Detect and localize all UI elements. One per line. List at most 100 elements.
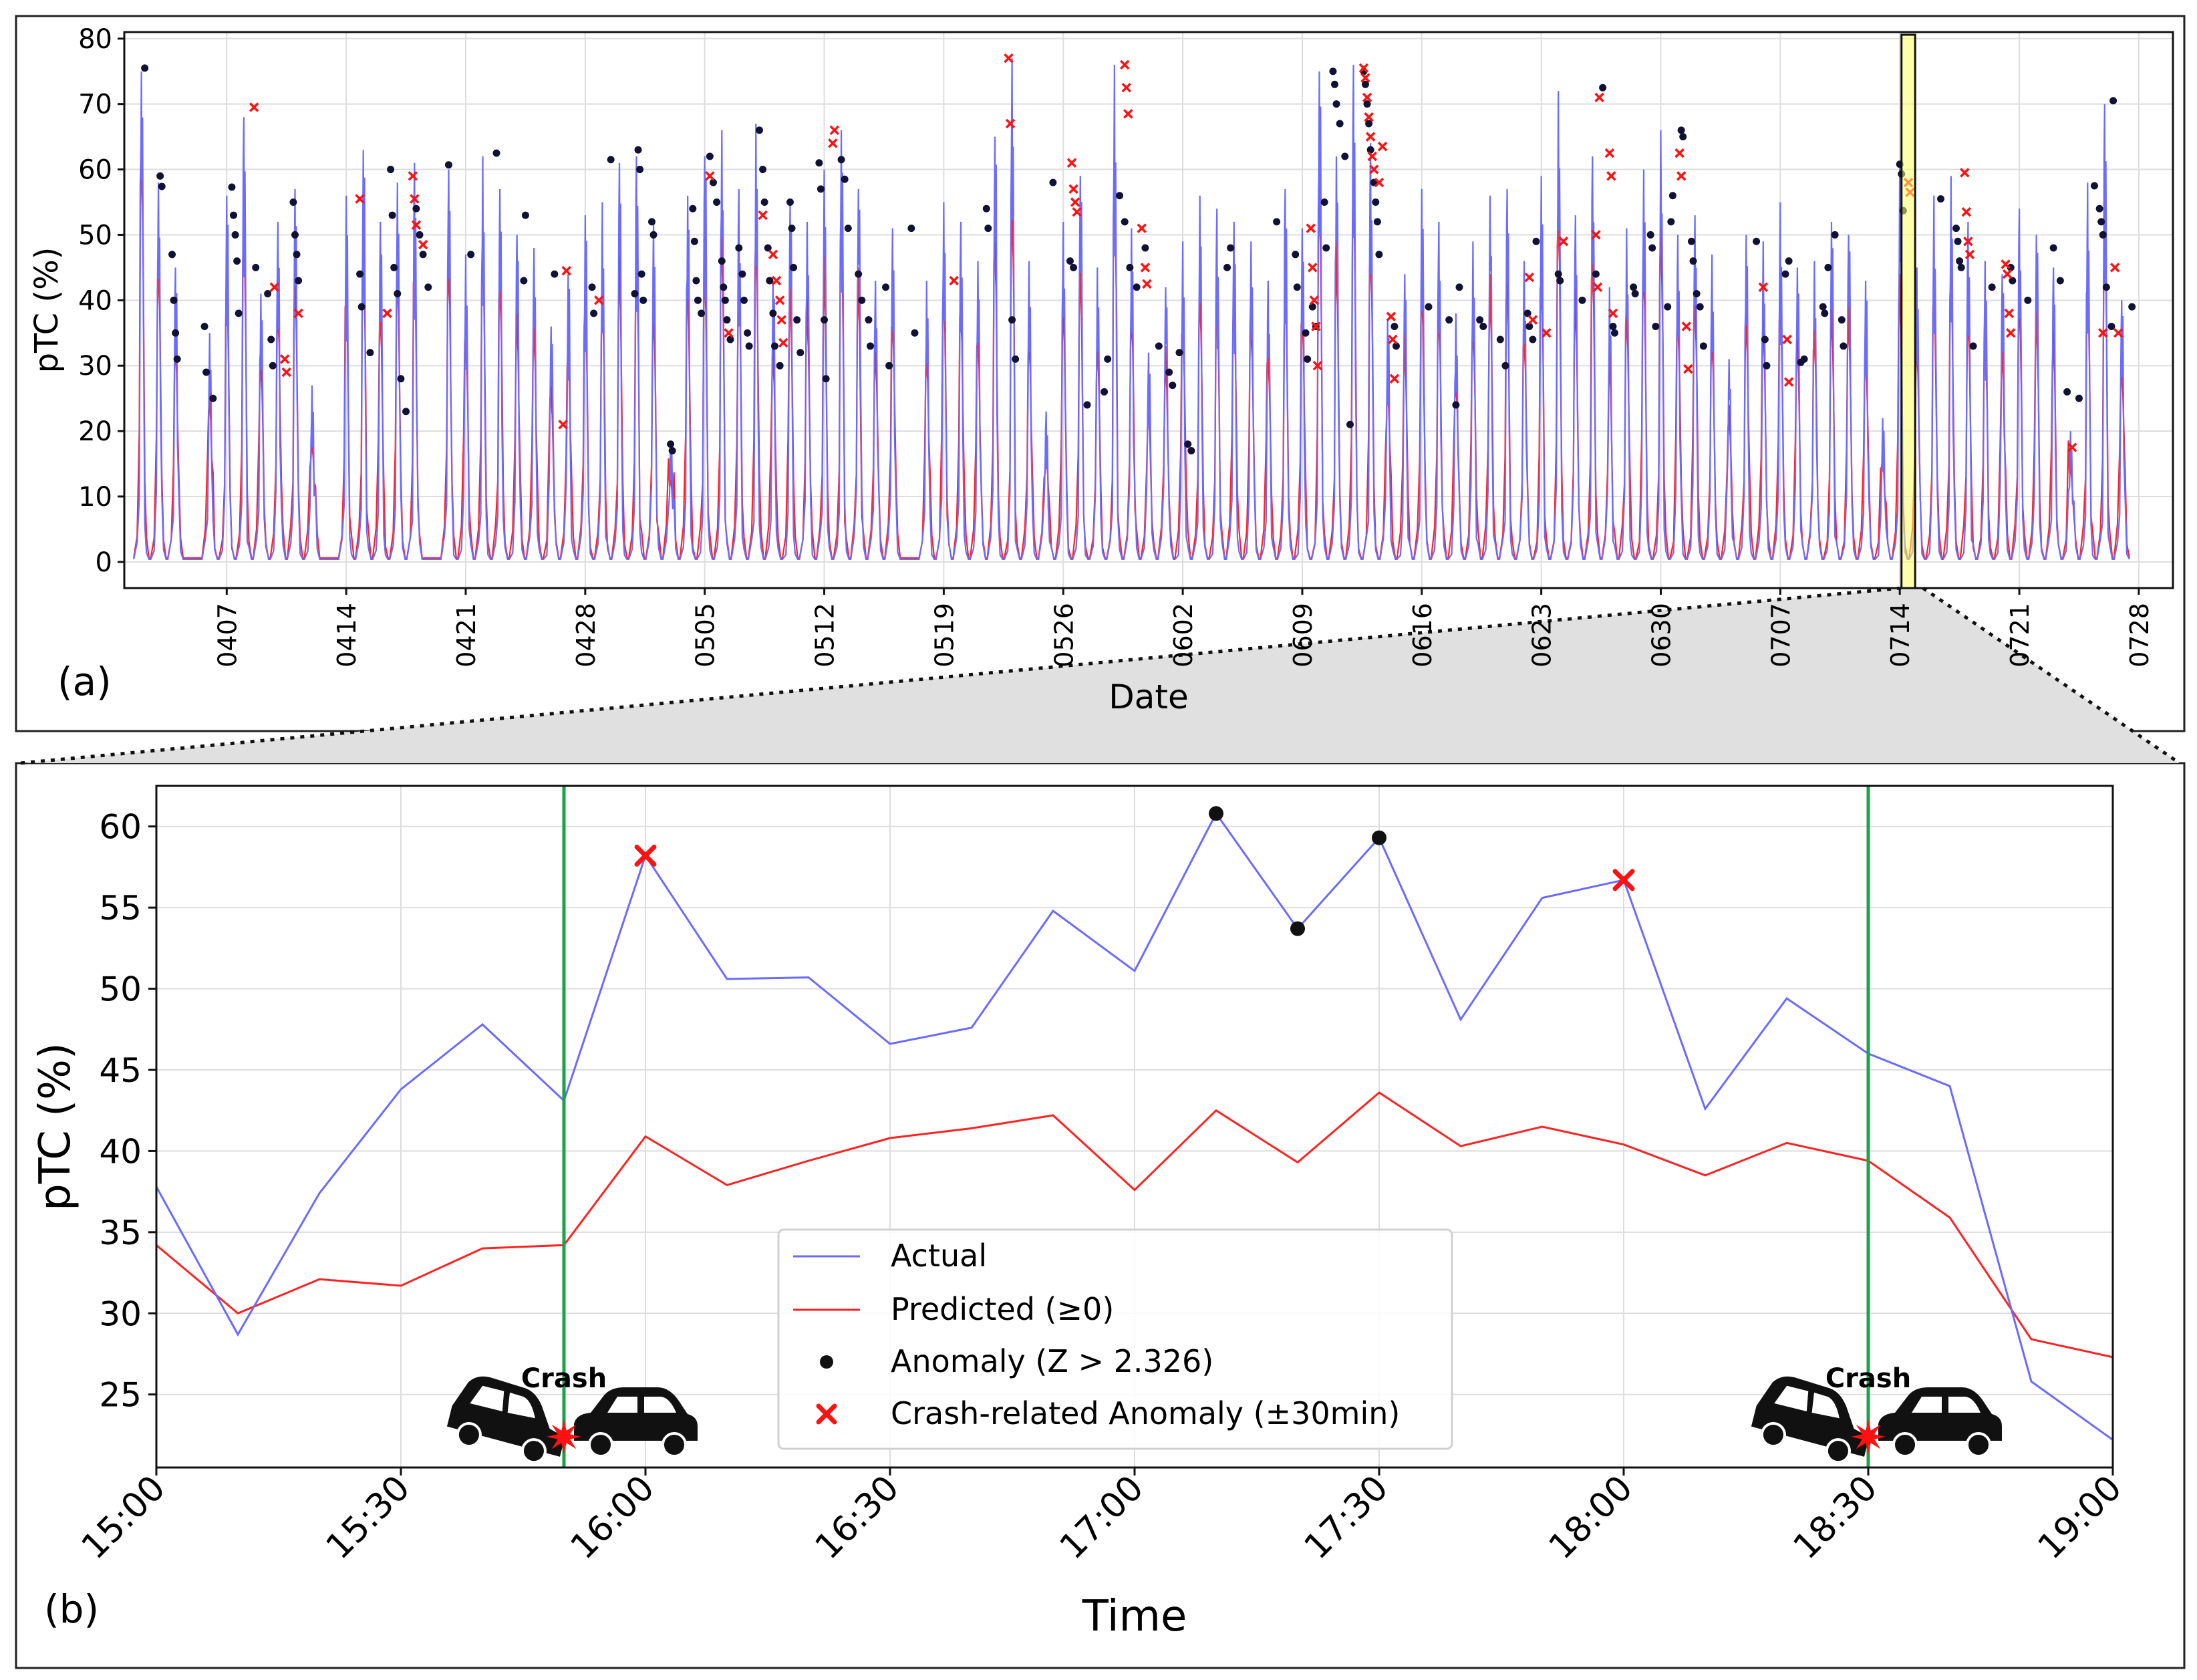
panel-a-anomaly-point xyxy=(786,198,794,206)
panel-a-anomaly-point xyxy=(1452,401,1460,409)
panel-a-anomaly-point xyxy=(1336,120,1344,128)
car-left-wheel xyxy=(1760,1422,1786,1448)
panel-a-crash-anomaly-stroke xyxy=(2098,328,2108,338)
panel-a-anomaly-point xyxy=(366,349,374,357)
car-icon-left xyxy=(446,1376,563,1464)
panel-b-ylabel: pTC (%) xyxy=(31,1042,80,1211)
panel-a-crash-anomaly-point xyxy=(1606,171,1616,181)
panel-a-ytick-label: 20 xyxy=(78,416,112,447)
panel-a-crash-anomaly-point xyxy=(1676,171,1687,181)
panel-a-anomaly-point xyxy=(841,175,849,183)
panel-a-anomaly-point xyxy=(588,283,596,291)
panel-a-crash-anomaly-stroke xyxy=(408,171,418,181)
panel-a-anomaly-point xyxy=(1592,270,1600,278)
panel-b-crash-anomaly-stroke xyxy=(634,844,657,867)
panel-a-anomaly-point xyxy=(793,316,801,324)
panel-a-crash-anomaly-point xyxy=(829,125,840,136)
panel-a-anomaly-point xyxy=(1599,84,1607,92)
panel-a-anomaly-point xyxy=(1304,355,1312,363)
panel-a-crash-anomaly-point xyxy=(1308,263,1318,273)
panel-a-crash-anomaly-point xyxy=(1758,282,1769,292)
panel-b-predicted-line xyxy=(156,1091,2113,1359)
panel-a-ytick-label: 40 xyxy=(78,285,112,316)
panel-a-anomaly-point xyxy=(1372,198,1380,206)
panel-a-anomaly-point xyxy=(173,355,181,363)
panel-a-crash-anomaly-point xyxy=(1963,236,1973,247)
panel-a-crash-anomaly-point xyxy=(949,275,959,286)
panel-a-anomaly-point xyxy=(2049,244,2057,252)
panel-a-anomaly-point xyxy=(636,166,644,174)
panel-a-crash-anomaly-stroke xyxy=(1606,171,1616,181)
panel-a-anomaly-point xyxy=(1187,446,1195,454)
panel-a-crash-anomaly-point xyxy=(1121,82,1132,93)
zoom-connector xyxy=(20,588,2180,763)
panel-a-crash-anomaly-point xyxy=(1137,223,1147,233)
panel-a-crash-anomaly-stroke xyxy=(774,295,785,305)
panel-a-ylabel: pTC (%) xyxy=(28,247,65,374)
panel-a-crash-anomaly-stroke xyxy=(269,282,280,292)
panel-b-crash-markers: Crash Crash xyxy=(446,786,2002,1467)
panel-a-anomaly-point xyxy=(1184,440,1192,448)
panel-a-anomaly-point xyxy=(357,303,365,311)
legend-crash-anomaly-label: Crash-related Anomaly (±30min) xyxy=(891,1395,1400,1431)
panel-a-anomaly-point xyxy=(1070,263,1078,271)
panel-a-xtick-label: 0519 xyxy=(929,603,959,668)
panel-a-anomaly-point xyxy=(1689,257,1697,265)
panel-a-crash-anomaly-point xyxy=(1377,142,1388,152)
panel-a-anomaly-point xyxy=(1346,420,1354,428)
panel-a-anomaly-point xyxy=(718,257,726,265)
panel-a-anomaly-point xyxy=(1652,322,1660,330)
panel-a-crash-anomaly-point xyxy=(249,102,259,112)
panel-a-crash-anomaly-point xyxy=(1527,315,1538,325)
impact-burst xyxy=(547,1419,581,1454)
panel-a-anomaly-point xyxy=(1302,329,1310,337)
panel-a-anomaly-point xyxy=(397,375,405,383)
panel-a-xtick-label: 0414 xyxy=(332,603,361,668)
impact-burst xyxy=(1851,1419,1886,1454)
panel-a-crash-anomaly-stroke xyxy=(949,275,959,286)
panel-a-anomaly-point xyxy=(2075,394,2083,402)
panel-a-anomaly-point xyxy=(394,290,402,298)
panel-a-anomaly-point xyxy=(2063,388,2071,396)
panel-a-anomaly-point xyxy=(1631,290,1639,298)
panel-a-crash-anomaly-stroke xyxy=(1961,206,1972,217)
panel-a-crash-anomaly-point xyxy=(1311,321,1321,331)
panel-a-anomaly-point xyxy=(1956,257,1964,265)
panel-a-anomaly-point xyxy=(982,204,990,213)
panel-a-crash-anomaly-point xyxy=(1358,63,1369,74)
panel-a-anomaly-point xyxy=(649,231,657,239)
panel-a-anomaly-point xyxy=(690,237,698,245)
panel-a-anomaly-point xyxy=(551,270,559,278)
panel-a-crash-anomaly-stroke xyxy=(1004,53,1014,63)
panel-a-anomaly-point xyxy=(1525,322,1533,330)
panel-a-xtick-label: 0728 xyxy=(2125,603,2154,668)
panel-a-anomaly-point xyxy=(1320,198,1328,206)
panel-a-crash-anomaly-stroke xyxy=(2004,308,2014,319)
panel-a-anomaly-point xyxy=(1630,283,1638,291)
panel-b-crash-label: Crash xyxy=(521,1363,607,1394)
panel-b-anomaly-point xyxy=(1372,830,1386,845)
panel-a-anomaly-point xyxy=(521,211,529,219)
car-crash-icon xyxy=(446,1376,698,1464)
panel-a-crash-anomaly-stroke xyxy=(1963,236,1973,247)
panel-b-ytick-label: 25 xyxy=(99,1376,142,1415)
panel-a-anomaly-point xyxy=(1819,303,1827,311)
panel-a-anomaly-point xyxy=(738,270,746,278)
panel-a-anomaly-point xyxy=(293,251,301,259)
panel-a-crash-anomaly-point xyxy=(1524,272,1535,283)
panel-a-crash-anomaly-point xyxy=(2109,263,2120,273)
panel-a-crash-anomaly-point xyxy=(1782,334,1792,345)
panel-a-anomaly-point xyxy=(1116,192,1124,200)
panel-a-anomaly-point xyxy=(2128,303,2136,311)
legend-actual-label: Actual xyxy=(891,1238,987,1274)
panel-a-anomaly-point xyxy=(1361,80,1369,88)
panel-a-crash-anomaly-point xyxy=(2006,328,2016,338)
panel-a-crash-anomaly-stroke xyxy=(705,171,715,181)
panel-a-anomaly-point xyxy=(1155,342,1163,350)
panel-a-crash-anomaly-point xyxy=(1681,321,1692,331)
panel-a-crash-anomaly-stroke xyxy=(1367,151,1377,162)
panel-a-crash-anomaly-stroke xyxy=(771,275,782,286)
panel-a-xtick-label: 0630 xyxy=(1647,603,1676,668)
panel-a-crash-anomaly-point xyxy=(1142,279,1152,289)
